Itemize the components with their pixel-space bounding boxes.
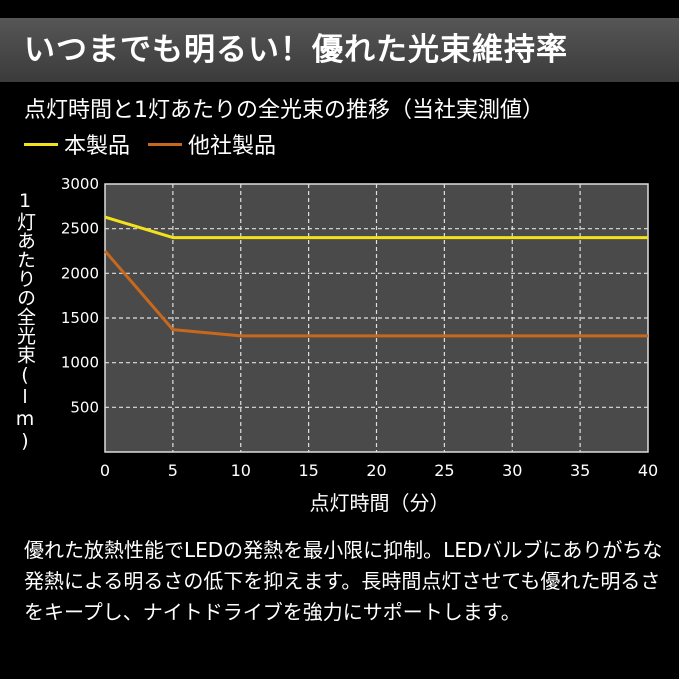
legend-swatch-competitor bbox=[148, 142, 183, 146]
legend: 本製品 他社製品 bbox=[24, 128, 294, 160]
legend-swatch-own-product bbox=[24, 142, 58, 146]
x-tick-label: 15 bbox=[298, 461, 318, 480]
x-tick-label: 35 bbox=[570, 461, 590, 480]
title-banner: いつまでも明るい！優れた光束維持率 bbox=[0, 18, 679, 82]
y-tick-label: 2000 bbox=[61, 264, 99, 282]
series-line-own-product bbox=[104, 215, 648, 240]
y-tick-label: 1000 bbox=[61, 354, 99, 372]
y-axis-label: 1灯あたりの全光束(lm) bbox=[14, 190, 36, 452]
y-tick-label: 3000 bbox=[61, 175, 99, 193]
y-tick-label: 1500 bbox=[61, 309, 99, 327]
y-tick-label: 500 bbox=[70, 398, 99, 416]
legend-item-competitor: 他社製品 bbox=[148, 128, 276, 160]
x-tick-label: 40 bbox=[638, 461, 658, 480]
legend-label-competitor: 他社製品 bbox=[188, 134, 277, 159]
legend-label-own-product: 本製品 bbox=[64, 134, 131, 159]
x-tick-label: 30 bbox=[502, 461, 522, 480]
legend-item-own-product: 本製品 bbox=[24, 128, 130, 160]
x-tick-label: 25 bbox=[434, 461, 454, 480]
x-tick-label: 10 bbox=[231, 461, 251, 480]
series-line-competitor bbox=[103, 250, 648, 338]
banner-title: いつまでも明るい！優れた光束維持率 bbox=[24, 32, 568, 68]
chart-title: 点灯時間と1灯あたりの全光束の推移（当社実測値） bbox=[24, 98, 544, 123]
x-axis-label: 点灯時間（分） bbox=[309, 491, 450, 515]
y-tick-label: 2500 bbox=[61, 220, 99, 238]
x-tick-label: 20 bbox=[366, 461, 386, 480]
x-tick-label: 0 bbox=[100, 461, 110, 480]
description-text: 優れた放熱性能でLEDの発熱を最小限に抑制。LEDバルブにありがちな発熱による明… bbox=[24, 538, 663, 624]
x-tick-label: 5 bbox=[168, 461, 178, 480]
